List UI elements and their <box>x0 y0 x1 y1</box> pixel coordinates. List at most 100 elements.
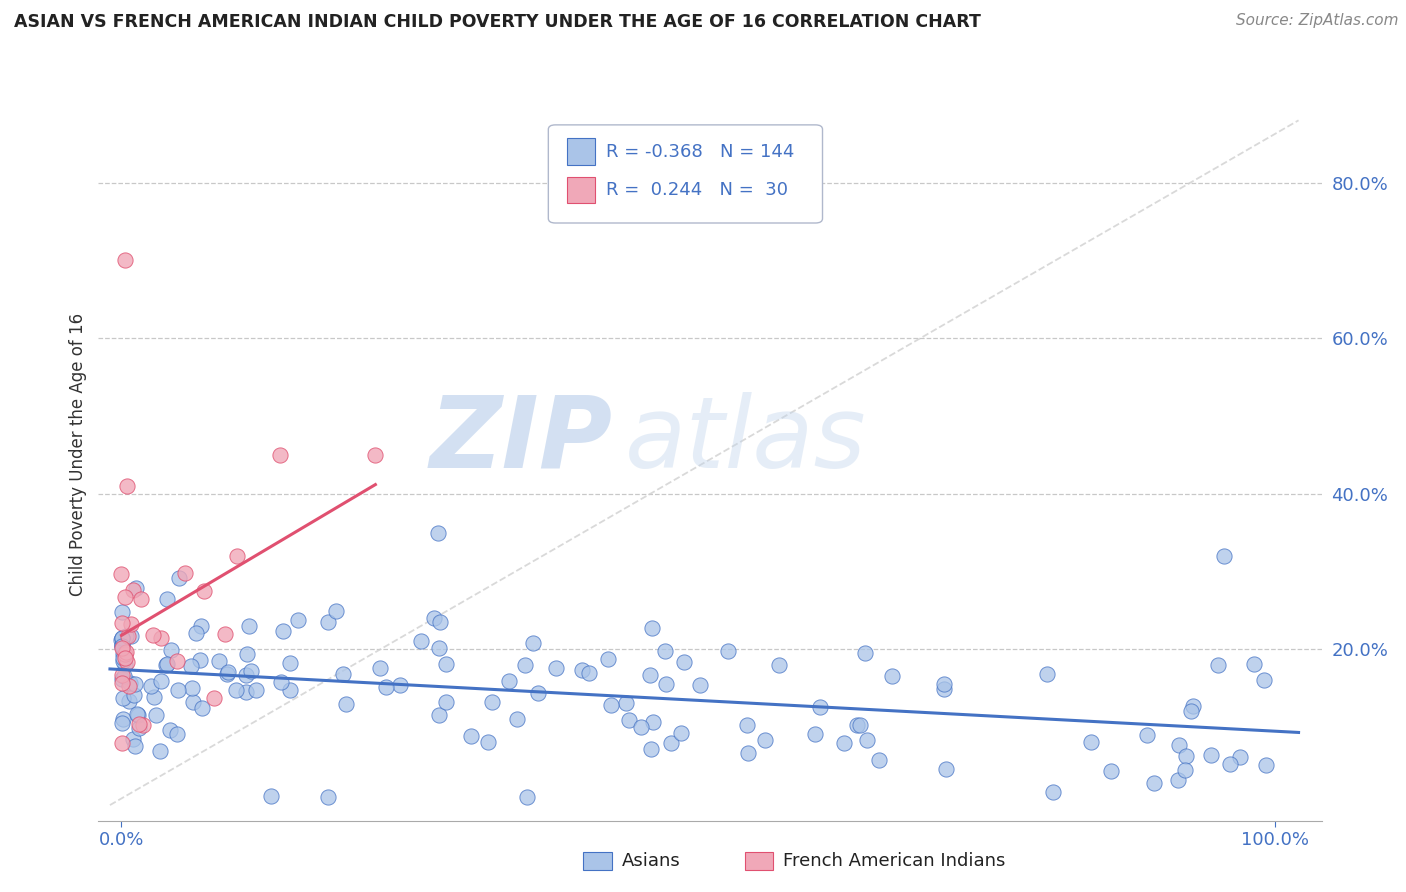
Point <box>180 681 202 695</box>
Point <box>498 673 520 688</box>
Point <box>768 657 790 672</box>
Point <box>808 699 831 714</box>
Point <box>111 631 134 645</box>
Point <box>111 615 134 630</box>
Point <box>754 732 776 747</box>
Point <box>1182 699 1205 714</box>
Point <box>571 663 593 677</box>
Point <box>849 717 872 731</box>
Point <box>434 696 457 710</box>
Point <box>111 638 134 652</box>
Point <box>640 621 662 635</box>
Point <box>287 613 309 627</box>
Point <box>245 683 267 698</box>
Point <box>1219 756 1241 771</box>
Point <box>270 675 292 690</box>
Point <box>214 626 236 640</box>
Point <box>1174 763 1197 777</box>
Point <box>128 716 150 731</box>
Point <box>1180 704 1202 718</box>
Text: ZIP: ZIP <box>429 392 612 489</box>
Point <box>269 448 291 462</box>
Point <box>122 688 145 702</box>
Point <box>316 615 339 630</box>
Point <box>853 647 876 661</box>
Point <box>578 665 600 680</box>
Point <box>544 661 567 675</box>
Point <box>159 723 181 738</box>
Point <box>1206 657 1229 672</box>
Point <box>112 669 135 683</box>
Point <box>316 789 339 804</box>
Point <box>124 677 146 691</box>
Point <box>114 647 136 661</box>
Point <box>128 721 150 735</box>
Point <box>111 605 134 619</box>
Point <box>225 549 247 564</box>
Point <box>122 731 145 746</box>
Point <box>389 678 412 692</box>
Point <box>1229 750 1251 764</box>
Point <box>129 591 152 606</box>
Point <box>673 655 696 669</box>
Point <box>139 680 162 694</box>
Point <box>180 658 202 673</box>
Point <box>481 694 503 708</box>
Point <box>614 696 637 710</box>
Point <box>148 744 170 758</box>
Point <box>332 667 354 681</box>
Point <box>118 679 141 693</box>
Point <box>115 655 138 669</box>
Point <box>1253 673 1275 688</box>
Point <box>235 648 257 662</box>
Point <box>114 253 136 268</box>
Point <box>110 668 132 682</box>
Point <box>124 739 146 753</box>
Point <box>477 735 499 749</box>
Point <box>112 647 135 661</box>
Point <box>640 741 662 756</box>
Point <box>127 708 149 723</box>
Point <box>110 736 132 750</box>
Point <box>429 615 451 629</box>
Point <box>522 636 544 650</box>
Text: R =  0.244   N =  30: R = 0.244 N = 30 <box>606 181 787 199</box>
Point <box>156 657 179 671</box>
Point <box>325 603 347 617</box>
Point <box>110 632 132 647</box>
Point <box>208 654 231 668</box>
Point <box>167 571 190 585</box>
Point <box>125 581 148 595</box>
Point <box>156 592 179 607</box>
Point <box>278 657 301 671</box>
Point <box>202 691 225 706</box>
Point <box>935 762 957 776</box>
Point <box>114 657 136 672</box>
Point <box>513 658 536 673</box>
Text: Source: ZipAtlas.com: Source: ZipAtlas.com <box>1236 13 1399 29</box>
Point <box>278 683 301 698</box>
Point <box>125 706 148 721</box>
Point <box>117 479 139 493</box>
Point <box>111 639 134 653</box>
Point <box>260 789 283 803</box>
Point <box>932 682 955 697</box>
Point <box>114 645 136 659</box>
Point <box>235 685 257 699</box>
Point <box>1167 772 1189 787</box>
Text: ASIAN VS FRENCH AMERICAN INDIAN CHILD POVERTY UNDER THE AGE OF 16 CORRELATION CH: ASIAN VS FRENCH AMERICAN INDIAN CHILD PO… <box>14 13 981 31</box>
Point <box>160 643 183 657</box>
Point <box>150 631 173 645</box>
Point <box>111 713 134 727</box>
Point <box>932 677 955 691</box>
Point <box>856 732 879 747</box>
Point <box>689 678 711 692</box>
Point <box>1136 728 1159 742</box>
Point <box>427 707 450 722</box>
Point <box>1174 748 1197 763</box>
Point <box>111 691 134 706</box>
Text: R = -0.368   N = 144: R = -0.368 N = 144 <box>606 143 794 161</box>
Point <box>188 653 211 667</box>
Point <box>1243 657 1265 671</box>
Point <box>111 640 134 654</box>
